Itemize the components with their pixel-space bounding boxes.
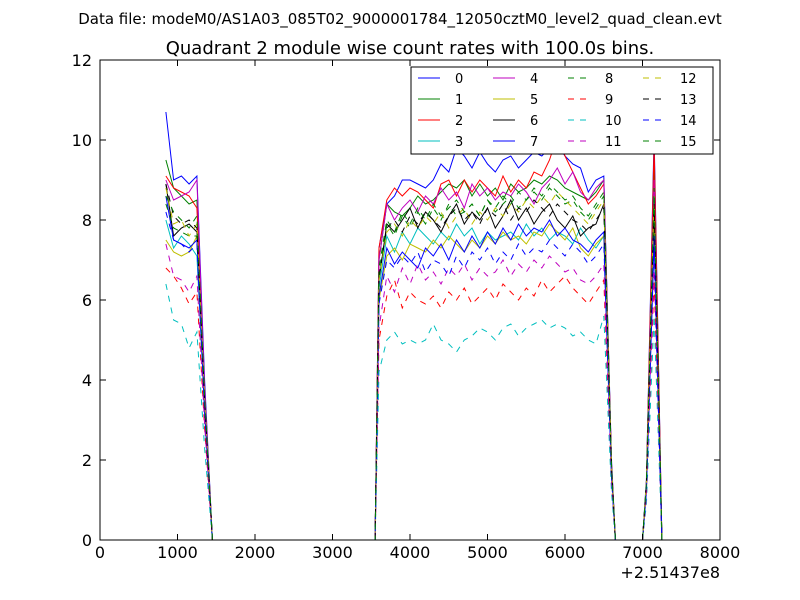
series-line-15 <box>165 183 663 540</box>
legend-label-5: 5 <box>530 93 538 108</box>
x-tick-label: 8000 <box>700 543 741 562</box>
y-tick-label: 2 <box>82 451 92 470</box>
x-tick-label: 4000 <box>390 543 431 562</box>
series-layer <box>165 111 663 540</box>
legend-label-9: 9 <box>605 93 613 108</box>
legend-label-8: 8 <box>605 72 613 87</box>
series-line-6 <box>165 183 663 540</box>
legend-label-11: 11 <box>605 135 622 150</box>
series-line-11 <box>165 243 663 540</box>
legend-label-3: 3 <box>455 135 463 150</box>
x-tick-label: 3000 <box>312 543 353 562</box>
chart-title: Quadrant 2 module wise count rates with … <box>166 38 655 59</box>
series-line-10 <box>165 283 663 540</box>
series-line-9 <box>165 267 663 540</box>
series-line-3 <box>165 219 663 540</box>
series-line-1 <box>165 155 663 540</box>
x-tick-label: 0 <box>95 543 105 562</box>
x-offset-label: +2.51437e8 <box>620 563 720 582</box>
legend-label-2: 2 <box>455 114 463 129</box>
legend-label-13: 13 <box>680 93 697 108</box>
legend-label-4: 4 <box>530 72 538 87</box>
x-tick-label: 1000 <box>157 543 198 562</box>
series-line-5 <box>165 223 663 540</box>
series-line-12 <box>165 187 663 540</box>
series-line-14 <box>165 211 663 540</box>
legend-label-6: 6 <box>530 114 538 129</box>
x-tick-label: 2000 <box>235 543 276 562</box>
legend-label-0: 0 <box>455 72 463 87</box>
legend-label-7: 7 <box>530 135 538 150</box>
x-tick-label: 5000 <box>467 543 508 562</box>
series-line-0 <box>165 111 663 540</box>
chart-suptitle: Data file: modeM0/AS1A03_085T02_90000017… <box>78 10 722 29</box>
y-tick-label: 0 <box>82 531 92 550</box>
series-line-13 <box>165 183 663 540</box>
y-tick-label: 6 <box>82 291 92 310</box>
legend-label-12: 12 <box>680 72 697 87</box>
y-tick-label: 8 <box>82 211 92 230</box>
legend-label-1: 1 <box>455 93 463 108</box>
legend-label-10: 10 <box>605 114 622 129</box>
y-tick-label: 12 <box>72 51 92 70</box>
series-line-2 <box>165 134 663 540</box>
ticks-layer: 0 1000 2000 3000 4000 5000 6000 7000 80000246810… <box>72 51 741 562</box>
x-tick-label: 6000 <box>545 543 586 562</box>
series-line-8 <box>165 187 663 540</box>
x-tick-label: 7000 <box>622 543 663 562</box>
y-tick-label: 10 <box>72 131 92 150</box>
legend-frame <box>410 66 714 155</box>
legend-label-15: 15 <box>680 135 697 150</box>
legend-label-14: 14 <box>680 114 697 129</box>
series-line-7 <box>165 195 663 540</box>
y-tick-label: 4 <box>82 371 92 390</box>
